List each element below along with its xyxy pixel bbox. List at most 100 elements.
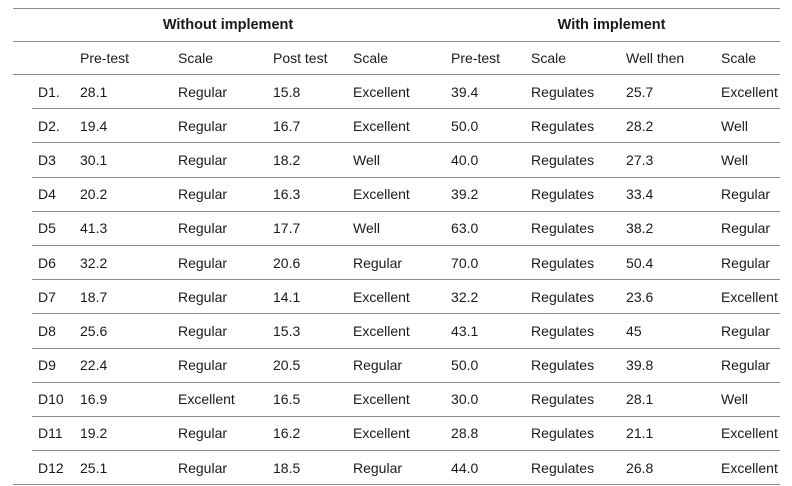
table-cell: 30.0 [443,382,524,417]
table-cell: 28.2 [618,108,714,144]
table-cell: 44.0 [443,450,524,486]
table-cell: 18.2 [265,142,345,178]
table-cell: Regulates [523,279,619,315]
table-cell: 45 [618,313,714,349]
table-cell: Regulates [523,177,619,212]
table-cell: Well [345,211,444,246]
table-cell: Regulates [523,211,619,246]
table-cell: Regular [345,245,444,281]
table-cell: Regulates [523,108,619,144]
table-cell: 17.7 [265,211,345,246]
table-row: D8 25.6 Regular 15.3 Excellent 43.1 Regulates 4… [13,313,781,349]
table-cell: 41.3 [72,211,170,246]
group-header-row: Without implement With implement [13,8,781,42]
table-header: Without implement With implement Pre-tes… [13,8,781,75]
table-cell: Excellent [345,416,444,452]
table-cell: Regular [345,450,444,486]
row-gutter [13,280,32,314]
column-header-scale-4: Scale [713,41,781,75]
row-label: D9 [32,348,72,383]
table-cell: 20.6 [265,245,345,281]
table-cell: 26.8 [618,450,714,486]
table-cell: Excellent [345,74,444,110]
table-row: D9 22.4 Regular 20.5 Regular 50.0 Regulates 39.… [13,348,781,383]
table-cell: 32.2 [443,279,524,315]
table-cell: Well [713,108,781,144]
table-row: D3 30.1 Regular 18.2 Well 40.0 Regulates 27.3 We… [13,142,781,178]
table-cell: 50.4 [618,245,714,281]
table-body: D1. 28.1 Regular 15.8 Excellent 39.4 Regulates… [13,74,781,486]
row-gutter [13,382,32,416]
table-cell: Regulates [523,348,619,383]
row-label: D2. [32,108,72,144]
table-cell: Regular [170,245,265,281]
row-label: D7 [32,279,72,315]
table-cell: 28.1 [618,382,714,417]
row-label: D1. [32,74,72,110]
table-cell: 50.0 [443,108,524,144]
table-cell: Regulates [523,142,619,178]
row-label: D6 [32,245,72,281]
row-gutter [13,348,32,382]
table-row: D7 18.7 Regular 14.1 Excellent 32.2 Regulates 2… [13,279,781,315]
table-cell: 20.2 [72,177,170,212]
row-label: D11 [32,416,72,452]
table-cell: 39.8 [618,348,714,383]
table-cell: Regulates [523,382,619,417]
table-row: D1. 28.1 Regular 15.8 Excellent 39.4 Regulates… [13,74,781,110]
table-row: D12 25.1 Regular 18.5 Regular 44.0 Regulates 26… [13,450,781,486]
table-cell: 16.3 [265,177,345,212]
column-header-wellthen: Well then [618,41,714,75]
table-cell: Regular [170,348,265,383]
table-cell: Regular [345,348,444,383]
table-cell: 28.8 [443,416,524,452]
column-header-scale-3: Scale [523,41,619,75]
table-cell: Regular [170,279,265,315]
table-cell: Regulates [523,450,619,486]
data-table: Without implement With implement Pre-tes… [13,8,781,486]
table-cell: 43.1 [443,313,524,349]
table-cell: 39.4 [443,74,524,110]
group-header-with-implement: With implement [443,8,781,42]
table-cell: Regular [713,211,781,246]
table-cell: Regular [170,313,265,349]
table-cell: 50.0 [443,348,524,383]
row-label: D12 [32,450,72,486]
table-cell: 19.2 [72,416,170,452]
table-cell: 25.7 [618,74,714,110]
table-cell: 16.5 [265,382,345,417]
table-cell: Well [713,142,781,178]
column-header-row: Pre-test Scale Post test Scale Pre-test … [13,41,781,75]
table-cell: 32.2 [72,245,170,281]
row-gutter [13,314,32,348]
row-label: D3 [32,142,72,178]
group-header-without-implement: Without implement [13,8,444,42]
table-cell: Regular [713,177,781,212]
table-cell: 30.1 [72,142,170,178]
column-header-scale-1: Scale [170,41,265,75]
table-row: D10 16.9 Excellent 16.5 Excellent 30.0 Regulat… [13,382,781,417]
table-cell: Regular [170,142,265,178]
table-cell: Excellent [713,279,781,315]
table-cell: Regular [170,211,265,246]
column-header-pretest-1: Pre-test [72,41,170,75]
row-label: D5 [32,211,72,246]
table-cell: Regular [713,245,781,281]
column-header-rowlabel [32,41,72,75]
row-gutter [13,177,32,211]
row-label: D4 [32,177,72,212]
table-cell: Well [345,142,444,178]
table-cell: Regular [713,313,781,349]
row-label: D8 [32,313,72,349]
table-cell: 28.1 [72,74,170,110]
table-cell: 38.2 [618,211,714,246]
table-row: D5 41.3 Regular 17.7 Well 63.0 Regulates 38.2 Re… [13,211,781,246]
table-cell: Regular [170,74,265,110]
table-cell: Regular [170,108,265,144]
table-cell: Excellent [713,74,781,110]
table-cell: Excellent [170,382,265,417]
row-gutter [13,75,32,109]
table-cell: Excellent [345,108,444,144]
table-cell: 15.3 [265,313,345,349]
document-page: Without implement With implement Pre-tes… [0,8,792,486]
